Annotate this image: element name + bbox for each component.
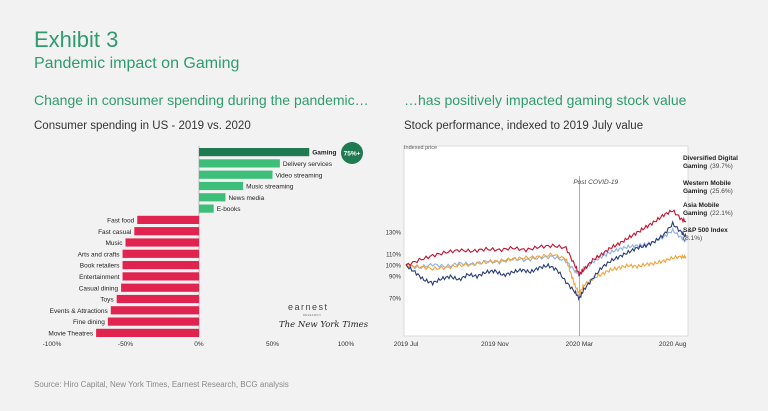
bar-5 bbox=[199, 204, 214, 213]
plot-area bbox=[403, 145, 689, 337]
bar-1 bbox=[199, 159, 280, 168]
bar-9 bbox=[122, 249, 199, 258]
series-label-0: Diversified Digital bbox=[683, 155, 738, 162]
x-tick-0: 2019 Jul bbox=[394, 341, 419, 348]
series-label-3: S&P 500 Index bbox=[683, 227, 728, 234]
series-value-0: (39.7%) bbox=[710, 163, 733, 170]
series-label-2: Asia Mobile bbox=[683, 202, 720, 209]
covid-marker-label: Post COVID-19 bbox=[573, 179, 618, 186]
x-tick-0: -100% bbox=[43, 341, 62, 348]
series-label-line2-0: Gaming bbox=[683, 163, 707, 170]
series-line-0 bbox=[405, 209, 687, 277]
bar-label-8: Music bbox=[106, 240, 124, 247]
earnest-logo: earnest bbox=[288, 302, 329, 312]
bar-15 bbox=[107, 317, 199, 326]
x-tick-1: 2019 Nov bbox=[481, 341, 510, 348]
bar-label-3: Music streaming bbox=[246, 184, 294, 191]
series-value-3: (8.1%) bbox=[683, 235, 702, 242]
gaming-callout-text: 75%+ bbox=[344, 151, 361, 158]
bar-13 bbox=[116, 294, 199, 304]
bar-6 bbox=[137, 215, 199, 224]
exhibit-title: Exhibit 3 bbox=[34, 27, 119, 52]
bar-label-10: Book retailers bbox=[80, 263, 120, 270]
bar-label-16: Movie Theatres bbox=[48, 331, 93, 338]
nyt-logo: The New York Times bbox=[279, 320, 369, 330]
bar-8 bbox=[125, 238, 199, 247]
bar-0 bbox=[199, 148, 310, 157]
gaming-callout-badge bbox=[341, 142, 363, 164]
bar-label-5: E-books bbox=[217, 206, 242, 213]
bar-label-12: Casual dining bbox=[79, 285, 119, 292]
bar-label-15: Fine dining bbox=[73, 319, 105, 326]
x-tick-3: 50% bbox=[266, 341, 279, 348]
bar-12 bbox=[121, 283, 199, 292]
bar-11 bbox=[122, 272, 199, 281]
y-tick-2: 100% bbox=[386, 264, 402, 270]
bar-14 bbox=[110, 306, 199, 315]
x-tick-3: 2020 Aug bbox=[659, 341, 687, 348]
series-label-line2-2: Gaming bbox=[683, 210, 707, 217]
bar-10 bbox=[122, 261, 199, 270]
series-line-1 bbox=[405, 220, 687, 301]
right-heading: …has positively impacted gaming stock va… bbox=[404, 92, 687, 108]
bar-label-14: Events & Attractions bbox=[50, 308, 109, 315]
bar-label-7: Fast casual bbox=[98, 229, 132, 236]
exhibit-subtitle: Pandemic impact on Gaming bbox=[34, 55, 240, 72]
series-value-1: (25.6%) bbox=[710, 188, 733, 195]
y-axis-title: Indexed price bbox=[404, 145, 437, 151]
x-tick-2: 2020 Mar bbox=[566, 341, 594, 348]
series-label-1: Western Mobile bbox=[683, 180, 731, 187]
x-tick-1: -50% bbox=[118, 341, 133, 348]
left-subheading: Consumer spending in US - 2019 vs. 2020 bbox=[34, 120, 251, 132]
x-tick-4: 100% bbox=[338, 341, 355, 348]
y-tick-1: 90% bbox=[389, 275, 402, 281]
bar-4 bbox=[199, 193, 226, 202]
bar-7 bbox=[134, 227, 199, 236]
bar-label-9: Arts and crafts bbox=[78, 251, 121, 258]
x-tick-2: 0% bbox=[194, 341, 204, 348]
series-line-3 bbox=[405, 252, 687, 296]
series-label-line2-1: Gaming bbox=[683, 188, 707, 195]
right-subheading: Stock performance, indexed to 2019 July … bbox=[404, 120, 644, 132]
bar-3 bbox=[199, 181, 244, 191]
bar-label-0: Gaming bbox=[312, 150, 336, 157]
left-heading: Change in consumer spending during the p… bbox=[34, 92, 369, 108]
bar-2 bbox=[199, 170, 273, 179]
bar-label-13: Toys bbox=[100, 297, 114, 304]
bar-label-2: Video streaming bbox=[276, 172, 323, 179]
y-tick-4: 130% bbox=[386, 231, 402, 237]
source-note: Source: Hiro Capital, New York Times, Ea… bbox=[34, 380, 289, 389]
bar-16 bbox=[96, 328, 199, 337]
earnest-logo-tag: RESEARCH bbox=[303, 314, 321, 317]
y-tick-3: 110% bbox=[386, 253, 402, 259]
bar-label-1: Delivery services bbox=[283, 161, 333, 168]
bar-label-11: Entertainment bbox=[79, 274, 120, 281]
bar-label-6: Fast food bbox=[107, 218, 134, 225]
bar-label-4: News media bbox=[228, 195, 264, 202]
series-value-2: (22.1%) bbox=[710, 210, 733, 217]
y-tick-0: 70% bbox=[389, 297, 402, 303]
